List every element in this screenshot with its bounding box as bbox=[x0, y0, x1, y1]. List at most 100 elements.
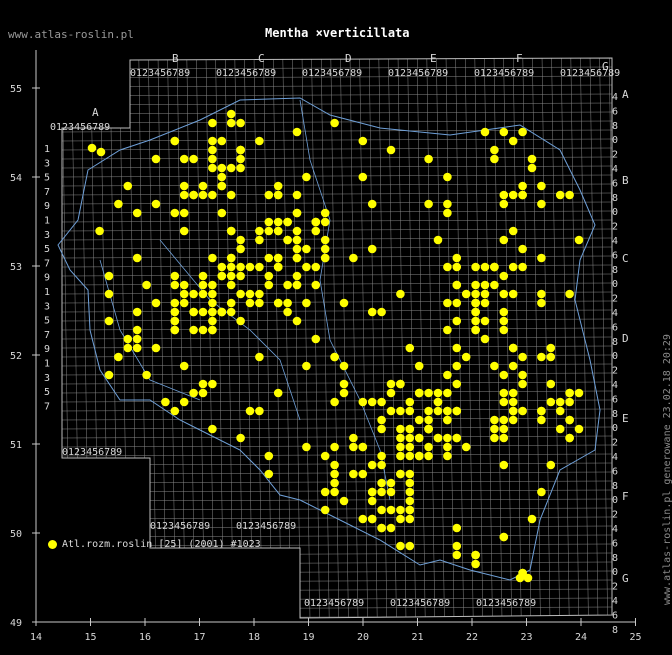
occurrence-dot bbox=[461, 289, 471, 299]
occurrence-dot bbox=[236, 244, 245, 254]
occurrence-dot bbox=[87, 143, 97, 153]
occurrence-dot bbox=[518, 181, 527, 191]
x-tick-label: 19 bbox=[303, 632, 315, 643]
occurrence-dot bbox=[179, 298, 189, 308]
occurrence-dot bbox=[443, 415, 452, 425]
occurrence-dot bbox=[499, 289, 509, 299]
occurrence-dot bbox=[490, 280, 499, 290]
occurrence-dot bbox=[508, 136, 518, 146]
occurrence-dot bbox=[546, 460, 556, 470]
occurrence-dot bbox=[283, 307, 292, 317]
occurrence-dot bbox=[537, 298, 546, 308]
occurrence-dot bbox=[349, 433, 358, 443]
occurrence-dot bbox=[377, 523, 386, 533]
occurrence-dot bbox=[358, 172, 368, 182]
left-grid-digit: 7 bbox=[44, 258, 50, 269]
occurrence-dot bbox=[452, 433, 462, 443]
occurrence-dot bbox=[255, 352, 264, 362]
occurrence-dot bbox=[377, 451, 386, 461]
top-grid-digits: 0123456789 bbox=[302, 68, 362, 79]
left-bottom-digits: 0123456789 bbox=[62, 447, 122, 458]
occurrence-dot bbox=[198, 388, 208, 398]
right-grid-digit: 4 bbox=[612, 380, 618, 391]
occurrence-dot bbox=[405, 424, 415, 434]
row-letter: E bbox=[622, 412, 629, 425]
occurrence-dot bbox=[132, 307, 142, 317]
right-grid-digit: 6 bbox=[612, 466, 618, 477]
occurrence-dot bbox=[255, 262, 264, 272]
occurrence-dot bbox=[555, 424, 565, 434]
occurrence-dot bbox=[292, 280, 302, 290]
occurrence-dot bbox=[490, 145, 499, 155]
occurrence-dot bbox=[208, 280, 217, 290]
occurrence-dot bbox=[405, 505, 415, 515]
occurrence-dot bbox=[574, 235, 584, 245]
occurrence-dot bbox=[123, 334, 133, 344]
right-grid-digit: 4 bbox=[612, 236, 618, 247]
occurrence-dot bbox=[264, 451, 274, 461]
river-vistula bbox=[299, 99, 391, 501]
occurrence-dot bbox=[273, 190, 283, 200]
occurrence-dot bbox=[480, 298, 490, 308]
occurrence-dot bbox=[226, 280, 236, 290]
occurrence-dot bbox=[189, 154, 198, 164]
occurrence-dot bbox=[424, 415, 433, 425]
occurrence-dot bbox=[151, 154, 161, 164]
occurrence-dot bbox=[273, 181, 283, 191]
occurrence-dot bbox=[226, 307, 236, 317]
occurrence-dot bbox=[132, 334, 142, 344]
occurrence-dot bbox=[471, 559, 480, 569]
occurrence-dot bbox=[443, 451, 452, 461]
legend-dot-icon bbox=[48, 540, 57, 549]
occurrence-dot bbox=[320, 235, 330, 245]
row-letter: C bbox=[622, 252, 629, 265]
occurrence-dot bbox=[339, 361, 349, 371]
top-grid-digits: 0123456789 bbox=[560, 68, 620, 79]
bottom-grid-digits: 0123456789 bbox=[304, 598, 364, 609]
occurrence-dot bbox=[349, 469, 358, 479]
legend: Atl.rozm.roslin [25] (2001) #1023 bbox=[48, 539, 261, 550]
right-grid-digit: 4 bbox=[612, 92, 618, 103]
occurrence-dot bbox=[414, 388, 424, 398]
occurrence-dot bbox=[508, 262, 518, 272]
left-grid-digit: 5 bbox=[44, 387, 50, 398]
occurrence-dot bbox=[292, 253, 302, 263]
occurrence-dot bbox=[283, 298, 292, 308]
grid-outline bbox=[61, 57, 613, 619]
occurrence-dot bbox=[320, 487, 330, 497]
occurrence-dot bbox=[396, 379, 405, 389]
right-grid-digit: 2 bbox=[612, 582, 618, 593]
occurrence-dot bbox=[198, 325, 208, 335]
occurrence-dot bbox=[255, 406, 264, 416]
occurrence-dot bbox=[273, 262, 283, 272]
occurrence-dot bbox=[208, 154, 217, 164]
occurrence-dot bbox=[330, 352, 339, 362]
occurrence-dot bbox=[132, 253, 142, 263]
occurrence-dot bbox=[518, 127, 527, 137]
occurrence-dot bbox=[226, 271, 236, 281]
occurrence-dot bbox=[574, 424, 584, 434]
left-grid-digit: 1 bbox=[44, 359, 50, 370]
occurrence-dot bbox=[358, 136, 368, 146]
right-grid-digit: 2 bbox=[612, 366, 618, 377]
occurrence-dot bbox=[518, 370, 527, 380]
grid-lines bbox=[62, 58, 612, 618]
occurrence-dot bbox=[490, 361, 499, 371]
y-tick-label: 49 bbox=[10, 618, 22, 629]
occurrence-dot bbox=[443, 388, 452, 398]
occurrence-dot bbox=[452, 253, 462, 263]
occurrence-dot bbox=[179, 289, 189, 299]
occurrence-dot bbox=[452, 361, 462, 371]
top-grid-digits: 0123456789 bbox=[50, 122, 110, 133]
left-grid-digit: 1 bbox=[44, 144, 50, 155]
occurrence-dot bbox=[508, 343, 518, 353]
occurrence-dot bbox=[226, 163, 236, 173]
occurrence-dot bbox=[236, 145, 245, 155]
left-grid-digit: 5 bbox=[44, 244, 50, 255]
left-grid-digit: 3 bbox=[44, 301, 50, 312]
site-url[interactable]: www.atlas-roslin.pl bbox=[8, 28, 134, 41]
occurrence-dot bbox=[574, 388, 584, 398]
y-tick-label: 50 bbox=[10, 529, 22, 540]
right-grid-digit: 0 bbox=[612, 207, 618, 218]
occurrence-dot bbox=[480, 316, 490, 326]
